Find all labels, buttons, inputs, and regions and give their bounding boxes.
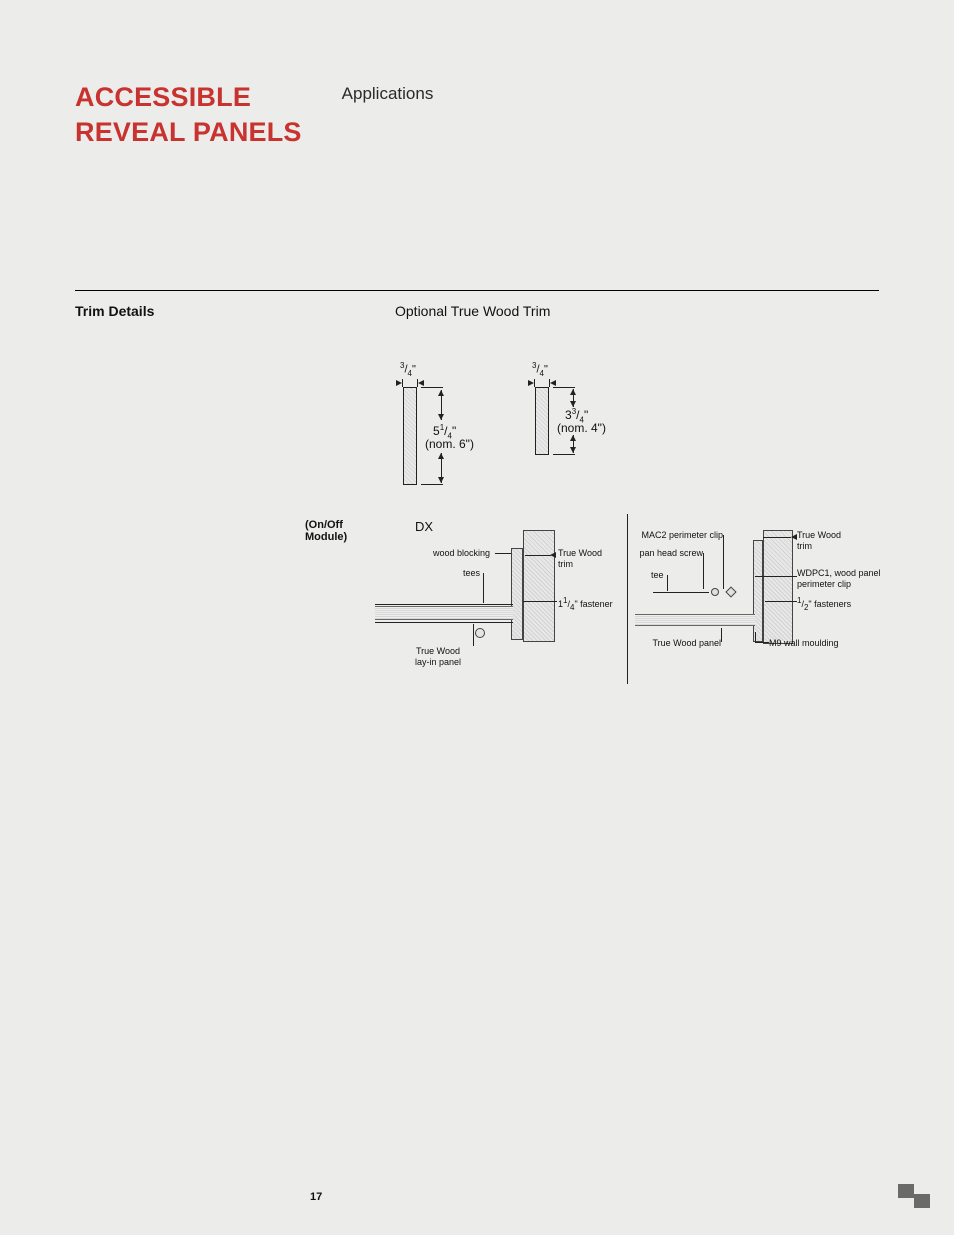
subhead-line1: (On/Off [305, 519, 343, 531]
trim-b-rect [535, 387, 549, 455]
right-clip-mark [725, 587, 736, 598]
right-wall [763, 530, 793, 644]
left-tees-lead [483, 573, 484, 603]
title-line-1: ACCESSIBLE [75, 82, 251, 112]
right-panel-label: True Wood panel [635, 638, 721, 648]
trim-b-tick-l [534, 379, 535, 387]
left-truewood-trim-label: True Wood trim [558, 548, 602, 569]
trim-a-ext-t [421, 387, 443, 388]
trim-a-nominal: (nom. 6") [425, 437, 474, 451]
left-wood-blocking-label: wood blocking [433, 548, 490, 558]
left-tee-line2 [375, 622, 513, 623]
right-trim [753, 540, 763, 642]
right-tw-trim-label: True Wood trim [797, 530, 841, 551]
trim-b-width: 3/4" [532, 361, 548, 378]
trim-a-ext-b [421, 484, 443, 485]
left-tw-l1: True Wood [558, 548, 602, 558]
right-panhead-lead [703, 553, 704, 589]
left-wall [523, 530, 555, 642]
left-tee-line [375, 604, 513, 605]
right-panel-lead [721, 628, 722, 642]
dx-label: DX [415, 519, 433, 534]
subhead-line2: Module) [305, 531, 347, 543]
trim-a-arrow-top [441, 390, 442, 420]
right-panhead-label: pan head screw [631, 548, 703, 558]
detail-divider [627, 514, 628, 684]
right-tee-lead [667, 575, 668, 591]
right-mac2-lead [723, 535, 724, 589]
trim-profile-b: 3/4" 33/4" (nom. 4") [535, 387, 549, 455]
page-subtitle: Applications [342, 84, 434, 104]
trim-b-arrow-top [573, 389, 574, 407]
left-tees-label: tees [463, 568, 480, 578]
right-tw-arrow [791, 534, 797, 540]
trim-b-arrow-l [528, 380, 534, 386]
right-tee-line [653, 592, 709, 593]
trim-a-arrow-bot [441, 453, 442, 483]
header: ACCESSIBLE REVEAL PANELS Applications [75, 80, 879, 150]
brand-logo-icon [896, 1182, 932, 1215]
right-moulding-lead-h [755, 642, 769, 643]
section-header-row: Trim Details Optional True Wood Trim [75, 303, 879, 319]
left-fastener-head [475, 628, 485, 638]
left-tw-lead [525, 555, 551, 556]
trim-a-arrow-l [396, 380, 402, 386]
page: ACCESSIBLE REVEAL PANELS Applications Tr… [75, 80, 879, 719]
left-trim [511, 548, 523, 640]
right-tw-l2: trim [797, 541, 812, 551]
on-off-module-label: (On/Off Module) [305, 519, 347, 543]
right-moulding-lead-v [755, 632, 756, 642]
detail-left: wood blocking tees True Wood trim 11/4" … [375, 534, 635, 684]
left-layin-l1: True Wood [416, 646, 460, 656]
left-layin-label: True Wood lay-in panel [415, 646, 461, 667]
right-mac2-label: MAC2 perimeter clip [631, 530, 723, 540]
left-layin-l2: lay-in panel [415, 657, 461, 667]
page-title: ACCESSIBLE REVEAL PANELS [75, 80, 302, 150]
right-tee-label: tee [651, 570, 664, 580]
right-wdpc1-l1: WDPC1, wood panel [797, 568, 881, 578]
title-line-2: REVEAL PANELS [75, 117, 302, 147]
trim-a-rect [403, 387, 417, 485]
trim-profile-a: 3/4" 51/4" (nom. 6") [403, 387, 417, 485]
right-tw-l1: True Wood [797, 530, 841, 540]
right-tw-lead [763, 537, 791, 538]
trim-a-arrow-r [418, 380, 424, 386]
right-fast-lead [765, 601, 797, 602]
left-wb-lead [495, 553, 511, 554]
trim-b-arrow-bot [573, 435, 574, 453]
right-wdpc1-l2: perimeter clip [797, 579, 851, 589]
right-wdpc1-label: WDPC1, wood panel perimeter clip [797, 568, 881, 589]
left-layin-lead [473, 624, 474, 646]
section-label: Trim Details [75, 303, 395, 319]
trim-b-arrow-r [550, 380, 556, 386]
trim-b-ext-b [553, 454, 575, 455]
detail-right: MAC2 perimeter clip pan head screw tee T… [635, 534, 885, 684]
left-fast-lead [523, 601, 557, 602]
diagram-area: 3/4" 51/4" (nom. 6") 3/4" 33/4" [75, 319, 879, 719]
page-number: 17 [310, 1191, 322, 1203]
section-rule [75, 290, 879, 291]
right-screw-head [711, 588, 719, 596]
right-moulding-label: M9 wall moulding [769, 638, 839, 648]
trim-b-ext-t [553, 387, 575, 388]
right-panel [635, 614, 755, 626]
right-fasteners-label: 1/2" fasteners [797, 596, 851, 612]
trim-a-width: 3/4" [400, 361, 416, 378]
right-wdpc1-lead [755, 576, 797, 577]
trim-b-nominal: (nom. 4") [557, 421, 606, 435]
left-fastener-label: 11/4" fastener [558, 596, 613, 612]
left-panel [375, 606, 513, 620]
left-tw-l2: trim [558, 559, 573, 569]
trim-a-tick-l [402, 379, 403, 387]
section-content-label: Optional True Wood Trim [395, 303, 550, 319]
